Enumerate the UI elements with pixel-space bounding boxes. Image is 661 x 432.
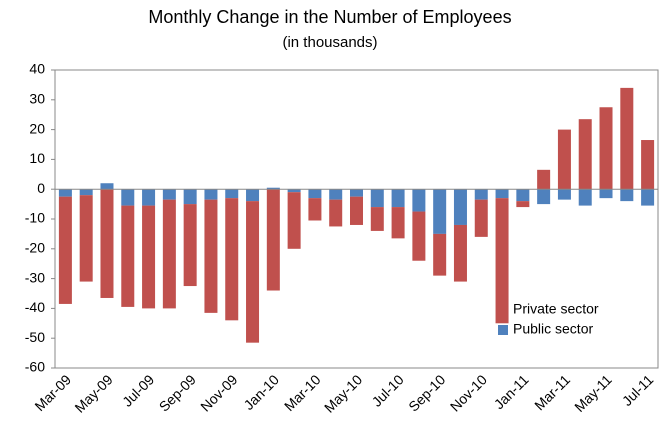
bar [225,198,239,321]
bar [350,196,363,225]
bar [246,201,260,343]
bar [183,189,197,205]
bar [100,189,114,298]
bar [557,129,571,190]
bar [495,189,509,199]
x-tick-label: Nov-09 [197,371,240,414]
x-tick-label: Mar-09 [31,371,74,414]
bar [308,189,322,199]
bar [204,199,218,313]
bar [620,189,634,202]
bar [537,189,551,205]
bar [329,189,343,200]
chart-subtitle: (in thousands) [282,34,377,51]
bar [453,189,467,225]
bar [183,204,197,287]
bar [516,201,530,208]
chart-title: Monthly Change in the Number of Employee… [148,7,511,27]
x-tick-label: Jul-09 [119,371,157,409]
bar [58,189,72,197]
y-tick-label: 0 [37,180,45,196]
x-tick-label: Mar-11 [531,371,573,413]
y-tick-label: -60 [25,359,45,375]
y-tick-label: -30 [25,269,45,285]
bar [453,224,467,282]
bar [599,189,613,199]
bar [620,87,634,190]
x-tick-label: Jan-11 [491,371,532,412]
bar [391,207,405,239]
legend-swatch [498,305,508,315]
x-tick-label: Mar-10 [281,371,324,414]
bar [599,107,613,190]
bar [641,189,655,206]
bar [412,211,426,261]
y-tick-label: 20 [29,120,45,136]
bar [162,189,176,200]
x-tick-label: May-10 [321,371,365,415]
bar [308,198,322,221]
bar [350,189,363,197]
bar [121,189,135,206]
bar [370,189,384,208]
bar [162,199,176,309]
bar [474,189,488,200]
bar [79,195,93,282]
bar [79,189,93,196]
bar [204,189,218,200]
x-tick-label: Jan-10 [240,371,282,413]
bar [246,189,260,202]
bar [433,189,447,234]
bar [58,196,72,304]
bar [557,189,571,200]
bar [537,169,551,190]
x-tick-label: Nov-10 [447,371,490,414]
y-tick-label: -10 [25,210,45,226]
legend-label: Private sector [513,301,599,317]
bar [578,119,592,190]
bar [266,187,280,190]
bar [329,199,343,227]
y-tick-label: 30 [29,91,45,107]
bar [474,199,488,237]
y-tick-label: -40 [25,299,45,315]
bar [225,189,239,199]
bar [433,233,447,276]
y-tick-label: 40 [29,61,45,77]
bar [266,189,280,291]
bar [287,189,301,193]
x-tick-label: May-11 [571,371,615,415]
y-tick-label: -20 [25,240,45,256]
bar [495,198,509,324]
x-tick-label: Jul-11 [619,371,657,409]
bar [391,189,405,208]
bar [578,189,592,206]
bar [412,189,426,212]
bar [121,205,135,307]
bar [100,183,114,190]
bar [142,189,156,206]
bar [142,205,156,309]
legend-label: Public sector [513,321,593,337]
legend-swatch [498,325,508,335]
bar [641,140,655,190]
x-tick-label: Sep-09 [156,371,199,414]
y-tick-label: -50 [25,329,45,345]
bar [287,192,301,249]
bar [370,207,384,231]
x-tick-label: May-09 [71,371,115,415]
x-tick-label: Sep-10 [405,371,448,414]
x-tick-label: Jul-10 [369,371,407,409]
y-tick-label: 10 [29,150,45,166]
bar [516,189,530,202]
